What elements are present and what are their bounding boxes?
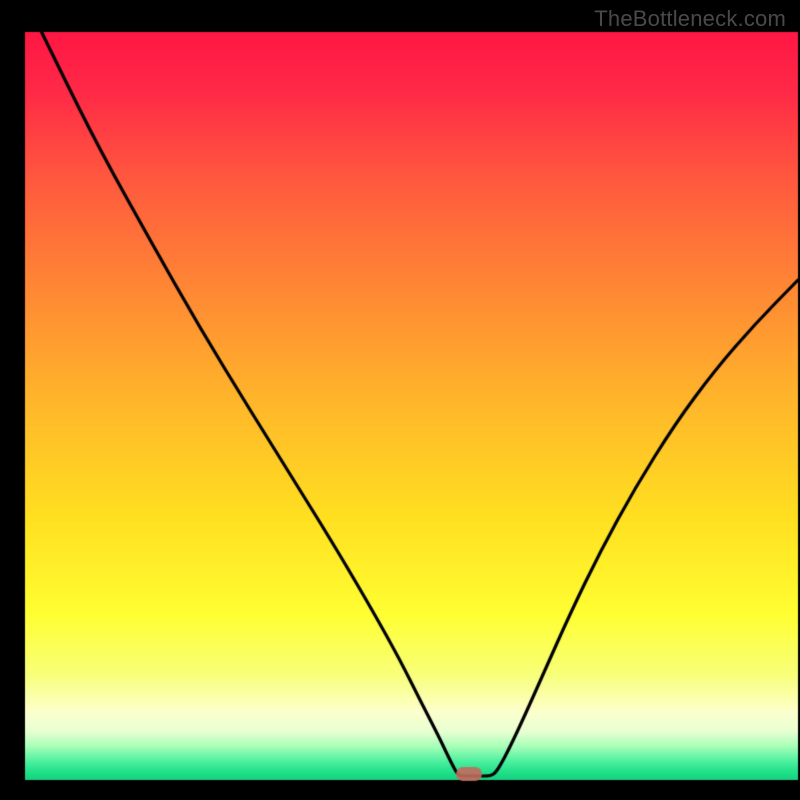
bottleneck-chart (0, 0, 800, 800)
chart-container: { "watermark": { "text": "TheBottleneck.… (0, 0, 800, 800)
watermark-text: TheBottleneck.com (594, 6, 786, 32)
